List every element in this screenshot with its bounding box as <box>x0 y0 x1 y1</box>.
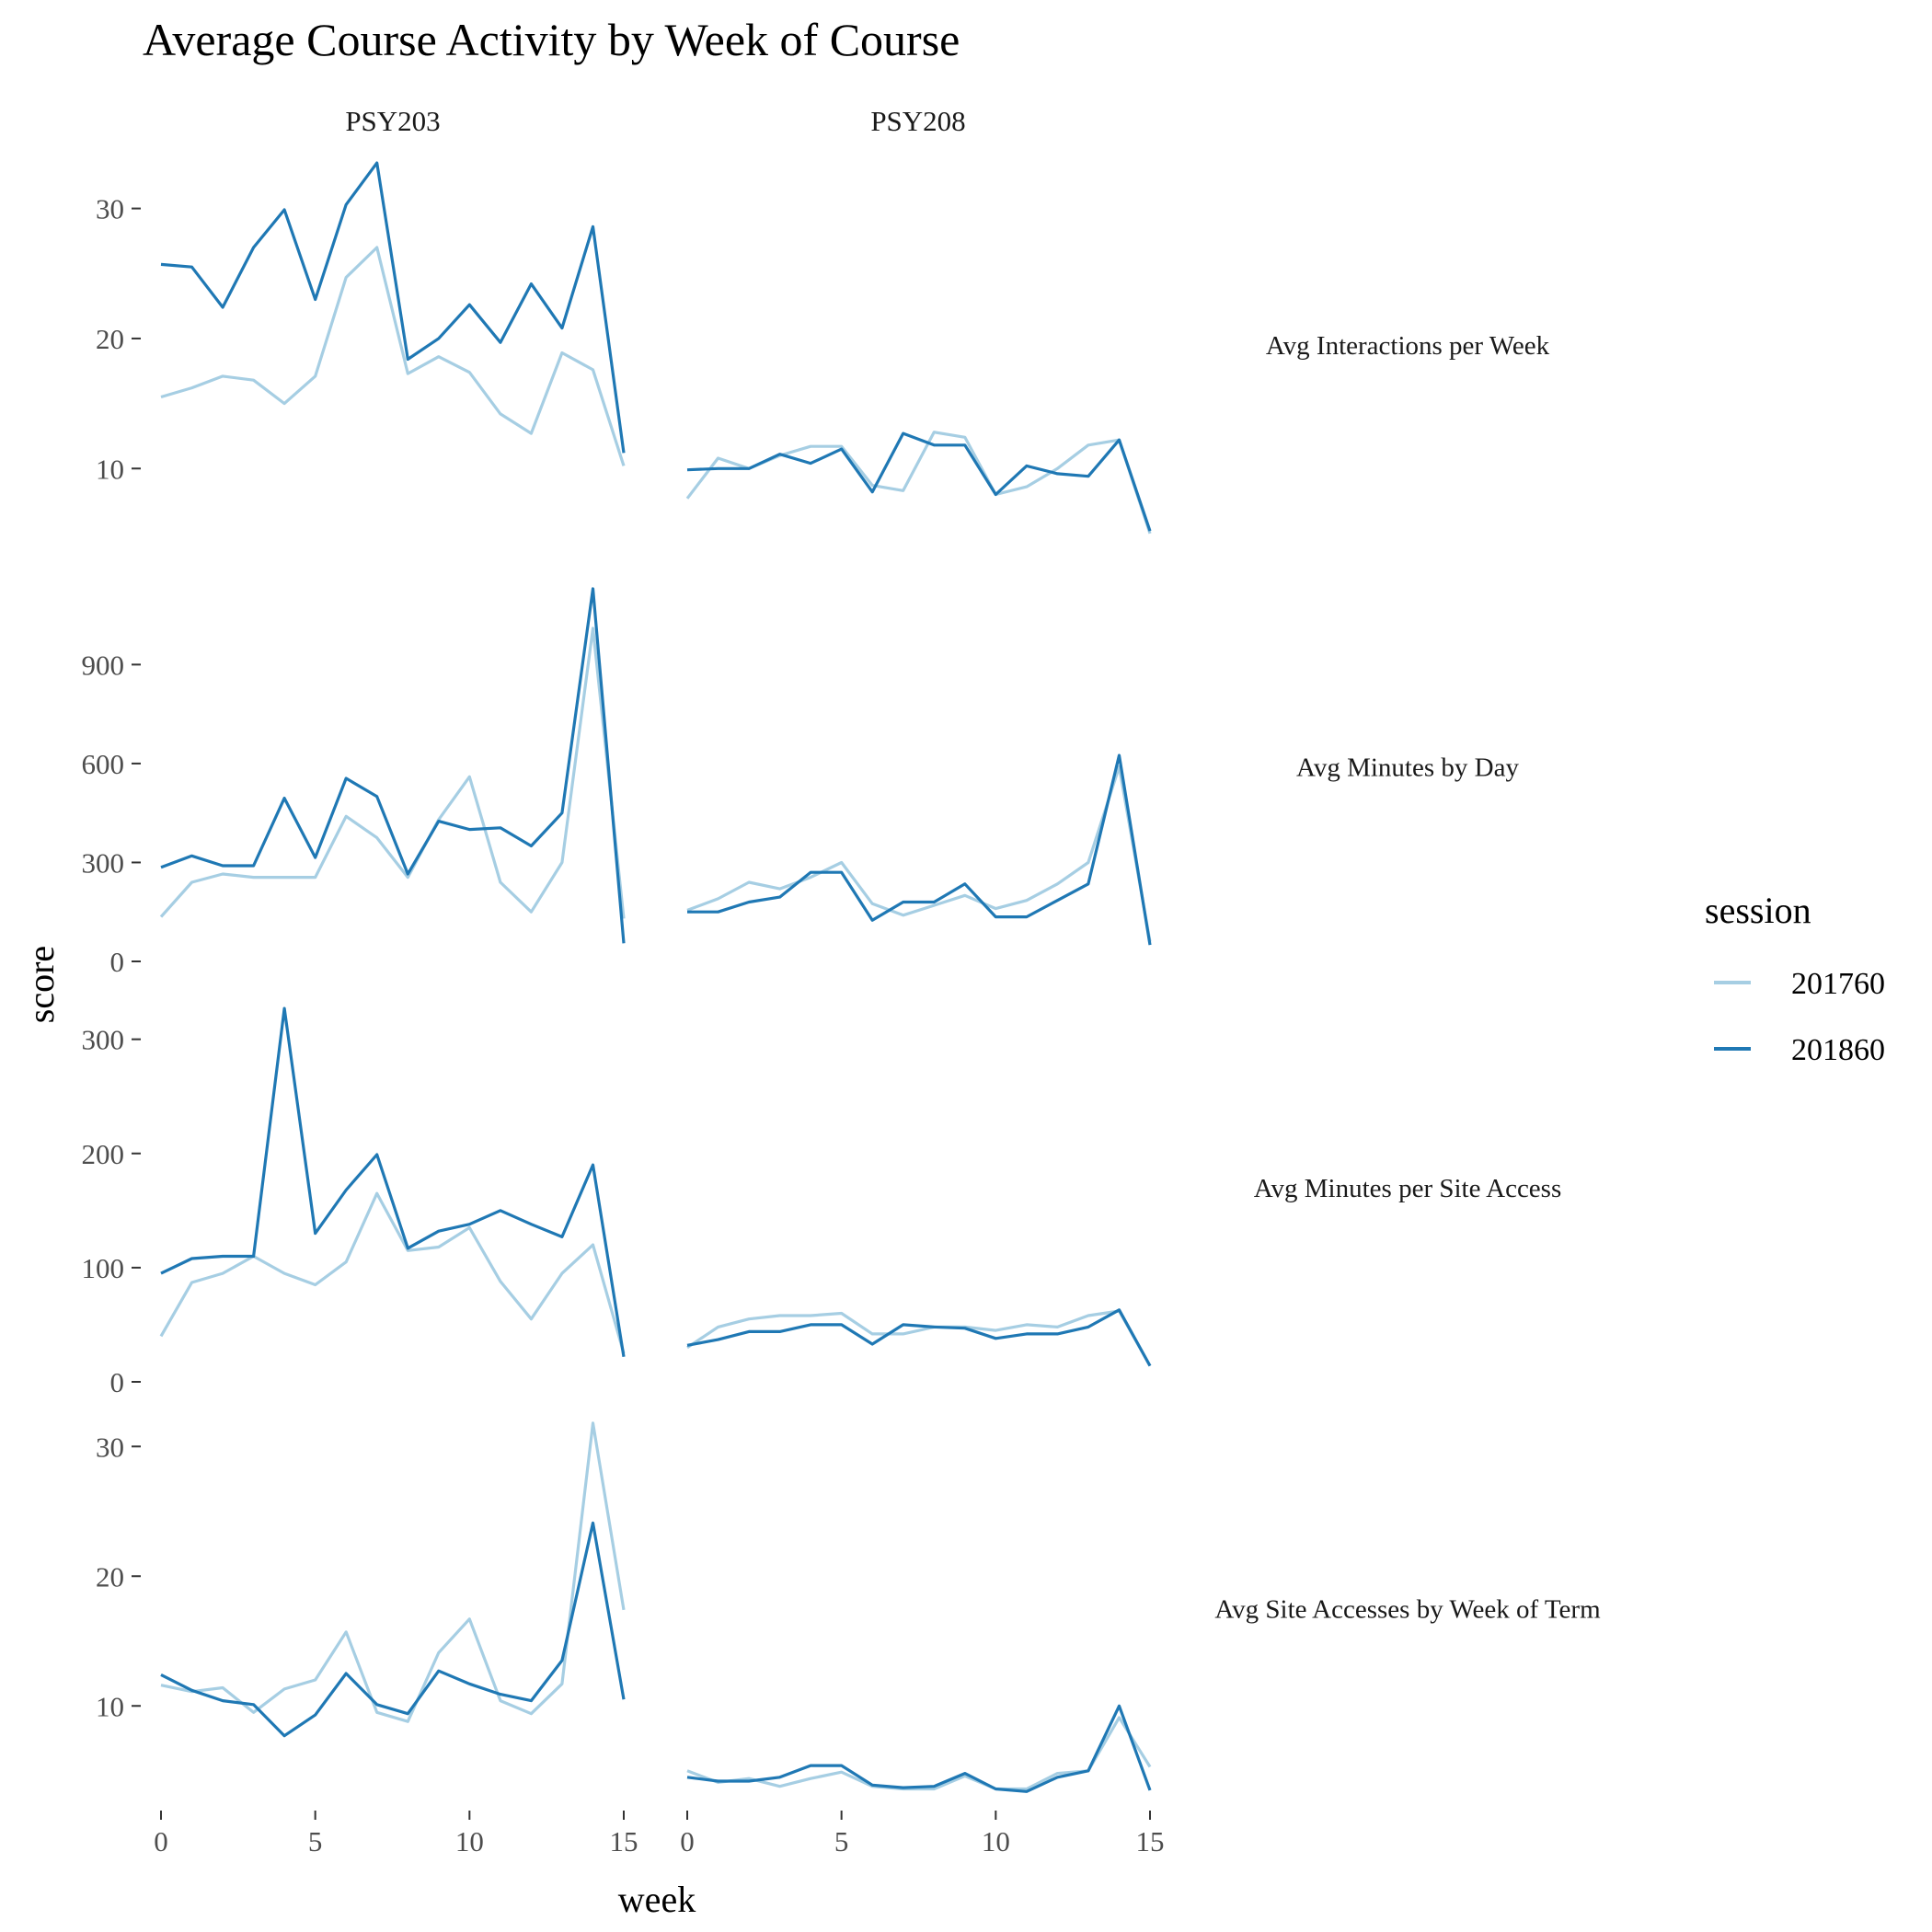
series-line-avg-minutes-by-day-psy208-201860 <box>687 753 1152 946</box>
y-tick-label: 100 <box>82 1252 125 1284</box>
series-line-avg-site-accesses-by-week-of-term-psy203-201860 <box>160 1521 626 1738</box>
series-line-avg-site-accesses-by-week-of-term-psy208-201860 <box>686 1704 1152 1793</box>
legend-title: session <box>1705 890 1811 931</box>
x-tick-label: 15 <box>610 1825 638 1857</box>
series-line-avg-interactions-per-week-psy208-201760 <box>685 431 1152 535</box>
series-line-avg-minutes-by-day-psy203-201760 <box>159 627 626 919</box>
series-line-avg-minutes-by-day-psy208-201760 <box>686 765 1152 942</box>
y-tick-label: 0 <box>110 1366 125 1398</box>
x-tick-label: 10 <box>982 1825 1010 1857</box>
row-strip-avg-site-accesses-by-week-of-term: Avg Site Accesses by Week of Term <box>1214 1595 1601 1625</box>
row-strip-avg-minutes-by-day: Avg Minutes by Day <box>1296 753 1519 783</box>
y-tick-label: 10 <box>96 1690 124 1722</box>
series-line-avg-site-accesses-by-week-of-term-psy208-201760 <box>686 1716 1152 1791</box>
y-tick-label: 20 <box>96 1560 124 1593</box>
x-tick-label: 15 <box>1136 1825 1165 1857</box>
series-line-avg-interactions-per-week-psy203-201860 <box>160 161 626 454</box>
y-axis-title: score <box>20 946 62 1023</box>
series-line-avg-minutes-per-site-access-psy208-201760 <box>686 1309 1152 1367</box>
series-line-avg-minutes-per-site-access-psy203-201760 <box>159 1191 626 1354</box>
y-tick-label: 300 <box>82 846 125 879</box>
y-tick-label: 200 <box>82 1138 125 1170</box>
series-line-avg-minutes-by-day-psy203-201860 <box>160 587 626 944</box>
y-tick-label: 30 <box>96 1431 124 1463</box>
x-tick-label: 5 <box>834 1825 849 1857</box>
column-strip-psy203: PSY203 <box>345 105 440 137</box>
series-line-avg-minutes-per-site-access-psy208-201860 <box>686 1308 1152 1367</box>
x-tick-label: 0 <box>680 1825 695 1857</box>
x-tick-label: 10 <box>455 1825 484 1857</box>
y-tick-label: 600 <box>82 748 125 780</box>
chart-title: Average Course Activity by Week of Cours… <box>143 14 960 65</box>
x-tick-label: 5 <box>308 1825 323 1857</box>
series-line-avg-site-accesses-by-week-of-term-psy203-201760 <box>160 1421 626 1723</box>
y-tick-label: 20 <box>96 323 124 355</box>
y-tick-label: 300 <box>82 1024 125 1056</box>
series-line-avg-interactions-per-week-psy203-201760 <box>160 246 626 466</box>
legend-label-201860: 201860 <box>1791 1033 1885 1067</box>
row-strip-avg-interactions-per-week: Avg Interactions per Week <box>1266 331 1550 361</box>
x-axis-title: week <box>618 1879 696 1920</box>
series-line-avg-minutes-per-site-access-psy203-201860 <box>160 1006 626 1357</box>
legend: session 201760 201860 <box>1705 890 1885 1067</box>
y-tick-label: 0 <box>110 946 125 978</box>
column-strip-psy208: PSY208 <box>870 105 965 137</box>
x-tick-label: 0 <box>154 1825 168 1857</box>
row-strip-avg-minutes-per-site-access: Avg Minutes per Site Access <box>1254 1174 1562 1203</box>
legend-label-201760: 201760 <box>1791 967 1885 1001</box>
y-tick-label: 10 <box>96 453 124 485</box>
y-tick-label: 900 <box>82 649 125 681</box>
y-tick-label: 30 <box>96 193 124 225</box>
series-line-avg-interactions-per-week-psy208-201860 <box>686 431 1152 532</box>
